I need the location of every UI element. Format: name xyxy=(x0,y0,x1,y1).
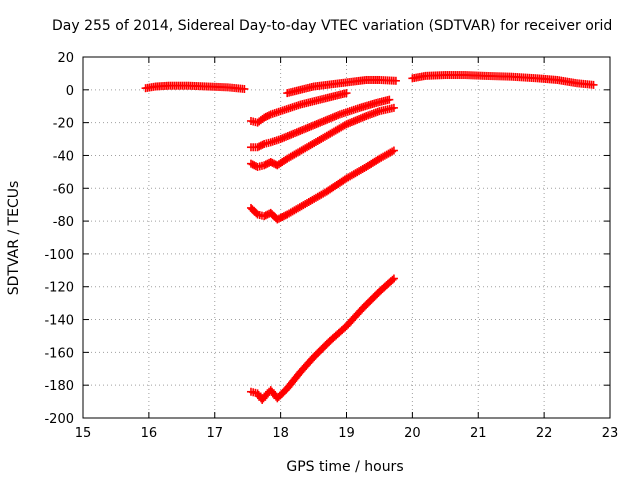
x-tick-label: 21 xyxy=(470,426,487,441)
y-tick-label: -200 xyxy=(44,412,74,427)
data-marks xyxy=(141,71,598,404)
y-tick-label: -40 xyxy=(53,149,74,164)
y-tick-label: -20 xyxy=(53,117,74,132)
x-tick-label: 15 xyxy=(75,426,92,441)
x-tick-label: 23 xyxy=(602,426,619,441)
y-tick-label: 20 xyxy=(57,51,74,66)
y-tick-label: -80 xyxy=(53,215,74,230)
series-track-e xyxy=(246,95,394,152)
x-axis-label: GPS time / hours xyxy=(286,459,403,475)
series-track-d xyxy=(246,89,351,127)
grid xyxy=(83,57,610,418)
series-track-g xyxy=(246,146,398,224)
series-track-a xyxy=(141,81,249,93)
y-tick-label: -100 xyxy=(44,248,74,263)
y-tick-label: -60 xyxy=(53,182,74,197)
y-axis-label: SDTVAR / TECUs xyxy=(6,181,22,296)
x-tick-label: 20 xyxy=(404,426,421,441)
ticks: 15 16 17 18 19 20 21 22 23-200-180-160-140-120-1… xyxy=(44,51,618,441)
x-tick-label: 17 xyxy=(206,426,223,441)
series-track-c xyxy=(408,71,598,89)
y-tick-label: -120 xyxy=(44,281,74,296)
y-tick-label: -180 xyxy=(44,379,74,394)
series-track-f xyxy=(246,103,398,171)
y-tick-label: -160 xyxy=(44,346,74,361)
x-tick-label: 16 xyxy=(141,426,158,441)
x-tick-label: 22 xyxy=(536,426,553,441)
x-tick-label: 19 xyxy=(338,426,355,441)
y-tick-label: -140 xyxy=(44,314,74,329)
x-tick-label: 18 xyxy=(272,426,289,441)
y-tick-label: 0 xyxy=(66,84,74,99)
series-track-b xyxy=(283,75,400,98)
chart-title: Day 255 of 2014, Sidereal Day-to-day VTE… xyxy=(52,18,612,34)
series-track-h xyxy=(246,274,398,404)
